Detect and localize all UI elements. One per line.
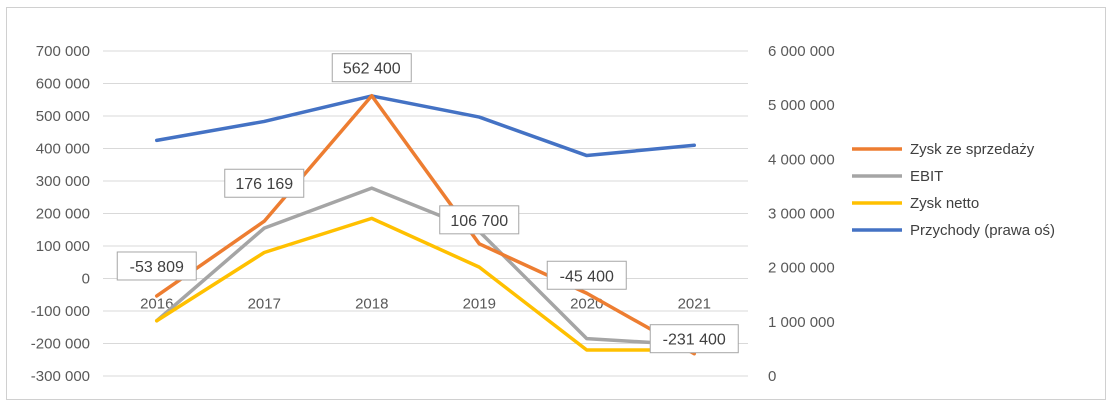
data-label: 176 169 <box>235 176 293 193</box>
chart-frame <box>6 7 1106 400</box>
left-axis-tick-label: -100 000 <box>31 303 90 320</box>
right-axis-tick-label: 1 000 000 <box>768 314 835 331</box>
legend-entry: EBIT <box>910 168 943 185</box>
right-axis-tick-label: 0 <box>768 368 776 385</box>
data-label-box <box>331 53 412 83</box>
series-line-zysk-netto <box>155 216 696 352</box>
series-line-ebit <box>155 186 696 347</box>
left-axis-tick-label: 100 000 <box>36 238 90 255</box>
right-axis-tick-label: 2 000 000 <box>768 260 835 277</box>
left-axis-tick-label: 500 000 <box>36 108 90 125</box>
data-label: -231 400 <box>663 332 726 349</box>
legend-entry: Zysk ze sprzedaży <box>910 141 1035 158</box>
x-axis-tick-label: 2019 <box>463 296 496 313</box>
data-label-box <box>116 251 197 281</box>
legend-entry: Przychody (prawa oś) <box>910 222 1055 239</box>
x-axis-tick-label: 2018 <box>355 296 388 313</box>
x-axis-tick-label: 2017 <box>248 296 281 313</box>
data-label: 562 400 <box>343 61 401 78</box>
series-line-zysk-ze-sprzeda-y <box>155 93 696 356</box>
right-axis-tick-label: 4 000 000 <box>768 151 835 168</box>
right-axis-tick-label: 3 000 000 <box>768 206 835 223</box>
legend-entry: Zysk netto <box>910 195 979 212</box>
data-label: -45 400 <box>560 268 614 285</box>
data-label-box <box>546 260 627 290</box>
left-axis-tick-label: 200 000 <box>36 206 90 223</box>
right-axis-tick-label: 5 000 000 <box>768 97 835 114</box>
data-label: 106 700 <box>450 213 508 230</box>
left-axis-tick-label: -200 000 <box>31 336 90 353</box>
left-axis-tick-label: 0 <box>82 271 90 288</box>
data-label-box <box>649 324 739 354</box>
left-axis-tick-label: 400 000 <box>36 141 90 158</box>
left-axis-tick-label: 700 000 <box>36 43 90 60</box>
right-axis-tick-label: 6 000 000 <box>768 43 835 60</box>
data-label: -53 809 <box>130 259 184 276</box>
data-label-box <box>224 168 305 198</box>
left-axis-tick-label: 600 000 <box>36 76 90 93</box>
left-axis-tick-label: 300 000 <box>36 173 90 190</box>
left-axis-tick-label: -300 000 <box>31 368 90 385</box>
series-line-przychody-prawa-o- <box>155 94 696 158</box>
data-label-box <box>439 205 520 235</box>
x-axis-tick-label: 2016 <box>140 296 173 313</box>
x-axis-tick-label: 2021 <box>678 296 711 313</box>
